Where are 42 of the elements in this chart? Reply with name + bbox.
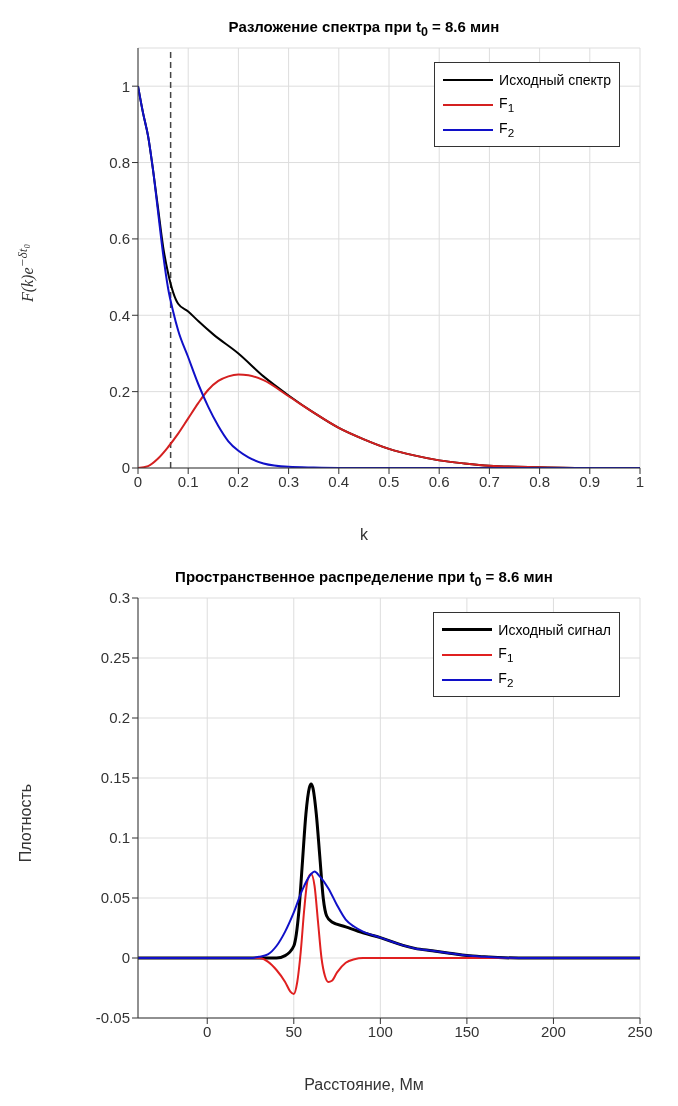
x-tick-label: 0.6 — [428, 472, 450, 490]
x-axis-title: k — [360, 526, 368, 543]
x-axis-title: Расстояние, Мм — [304, 1076, 424, 1093]
x-tick-label: 150 — [454, 1022, 480, 1040]
y-tick-label: 0.05 — [100, 889, 130, 907]
y-tick-label: 0.8 — [109, 153, 130, 171]
x-tick-label: 0.1 — [177, 472, 199, 490]
x-tick-label: 0.5 — [378, 472, 400, 490]
x-tick-label: 0.9 — [579, 472, 601, 490]
x-tick-label: 0.4 — [328, 472, 350, 490]
legend-label: F$_{1}$ — [498, 645, 514, 664]
x-tick-label: 0.7 — [478, 472, 500, 490]
x-tick-label: 50 — [285, 1022, 303, 1040]
y-tick-label: 0.4 — [109, 306, 130, 324]
legend-label: Исходный спектр — [499, 71, 611, 88]
y-axis-title: Плотность — [17, 783, 34, 863]
y-tick-label: 0 — [121, 949, 130, 967]
y-tick-label: 0.6 — [109, 230, 130, 248]
y-tick-label: 0.2 — [109, 382, 130, 400]
y-tick-label: 0 — [121, 459, 130, 477]
x-tick-label: 0 — [203, 1022, 212, 1040]
x-tick-label: 0.8 — [529, 472, 551, 490]
x-tick-label: 1 — [635, 472, 645, 490]
y-tick-label: -0.05 — [95, 1009, 130, 1027]
legend-label: F$_{2}$ — [498, 670, 514, 689]
x-tick-label: 200 — [540, 1022, 566, 1040]
x-tick-label: 100 — [367, 1022, 393, 1040]
x-tick-label: 0.2 — [227, 472, 249, 490]
y-tick-label: 0.3 — [109, 589, 130, 607]
y-tick-label: 0.2 — [109, 709, 130, 727]
x-tick-label: 0 — [133, 472, 143, 490]
legend-label: F$_{1}$ — [499, 95, 515, 114]
chart-title: Пространственное распределение при t$_{0}$ = 8.6 мин — [175, 568, 553, 589]
y-tick-label: 0.25 — [100, 649, 130, 667]
x-tick-label: 250 — [627, 1022, 653, 1040]
y-tick-label: 1 — [121, 77, 130, 95]
legend-label: F$_{2}$ — [499, 120, 515, 139]
chart-title: Разложение спектра при t$_{0}$ = 8.6 мин — [228, 18, 500, 39]
x-tick-label: 0.3 — [278, 472, 300, 490]
legend-label: Исходный сигнал — [498, 621, 611, 638]
y-tick-label: 0.1 — [109, 829, 130, 847]
y-tick-label: 0.15 — [100, 769, 130, 787]
